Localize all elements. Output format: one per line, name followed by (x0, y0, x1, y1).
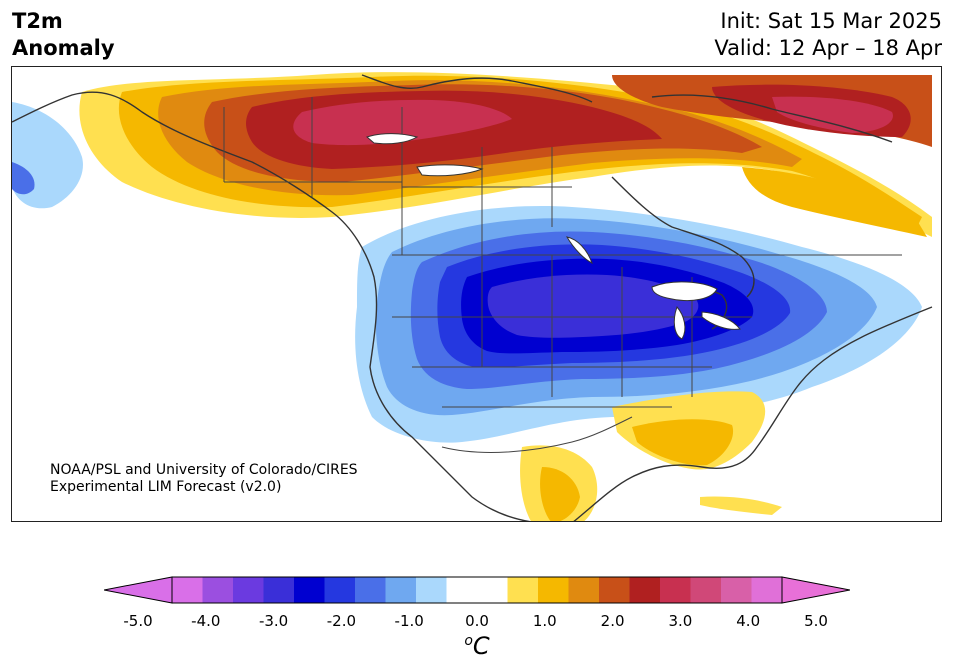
colorbar-segment (324, 577, 356, 603)
colorbar-tick-label: -2.0 (326, 612, 357, 630)
colorbar-tick-label: 3.0 (668, 612, 693, 630)
variable-label: T2m (12, 9, 63, 33)
colorbar-segment (629, 577, 661, 603)
colorbar-segment (690, 577, 722, 603)
colorbar-tick-label: -3.0 (258, 612, 289, 630)
political-borders (223, 97, 902, 453)
colorbar-outline (171, 576, 783, 604)
colorbar-tick-label: -1.0 (394, 612, 424, 630)
coastlines (12, 74, 933, 521)
colorbar-over-arrow (781, 576, 850, 604)
credit-line-2: Experimental LIM Forecast (v2.0) (50, 479, 282, 495)
colorbar-segment (477, 577, 508, 603)
colorbar-tick-label: -5.0 (123, 612, 153, 630)
colorbar-segment (416, 577, 447, 603)
colorbar-segment (202, 577, 234, 603)
colorbar-segments (172, 577, 783, 603)
colorbar-segment (599, 577, 630, 603)
colorbar-segment (385, 577, 417, 603)
colorbar-segment (660, 577, 691, 603)
colorbar (104, 576, 850, 604)
colorbar-tick-label: 5.0 (804, 612, 828, 630)
credit-line-1: NOAA/PSL and University of Colorado/CIRE… (50, 462, 358, 478)
colorbar-segment (538, 577, 569, 603)
unit-superscript: o (464, 633, 473, 649)
colorbar-under-arrow (104, 576, 173, 604)
colorbar-segment (233, 577, 264, 603)
colorbar-segment (172, 577, 203, 603)
title-left: T2m Anomaly (12, 8, 115, 62)
colorbar-ticks: -5.0 -4.0 -3.0 -2.0 -1.0 0.0 1.0 2.0 3.0 4.0 5.0 (0, 612, 954, 632)
colorbar-tick-label: -4.0 (191, 612, 221, 630)
great-lakes (366, 133, 741, 340)
colorbar-tick-label: 2.0 (600, 612, 625, 630)
colorbar-segment (751, 577, 783, 603)
credit-text: NOAA/PSL and University of Colorado/CIRE… (50, 462, 358, 496)
colorbar-tick-label: 1.0 (532, 612, 557, 630)
init-date: Init: Sat 15 Mar 2025 (720, 9, 942, 33)
title-right: Init: Sat 15 Mar 2025 Valid: 12 Apr – 18… (714, 8, 942, 62)
colorbar-segment (294, 577, 325, 603)
colorbar-segment (263, 577, 295, 603)
unit-label: oC (464, 632, 489, 660)
warm-anomaly-north (79, 72, 933, 237)
map-panel: NOAA/PSL and University of Colorado/CIRE… (11, 66, 942, 522)
colorbar-segment (568, 577, 600, 603)
anomaly-map (12, 72, 933, 521)
colorbar-segment (446, 577, 478, 603)
unit-base: C (472, 632, 490, 660)
cold-anomaly-central (12, 102, 922, 443)
colorbar-segment (355, 577, 386, 603)
colorbar-segment (507, 577, 539, 603)
field-label: Anomaly (12, 36, 115, 60)
colorbar-tick-label: 0.0 (465, 612, 489, 630)
warm-anomaly-south (520, 391, 782, 521)
valid-range: Valid: 12 Apr – 18 Apr (714, 36, 942, 60)
colorbar-segment (721, 577, 752, 603)
colorbar-tick-label: 4.0 (736, 612, 761, 630)
